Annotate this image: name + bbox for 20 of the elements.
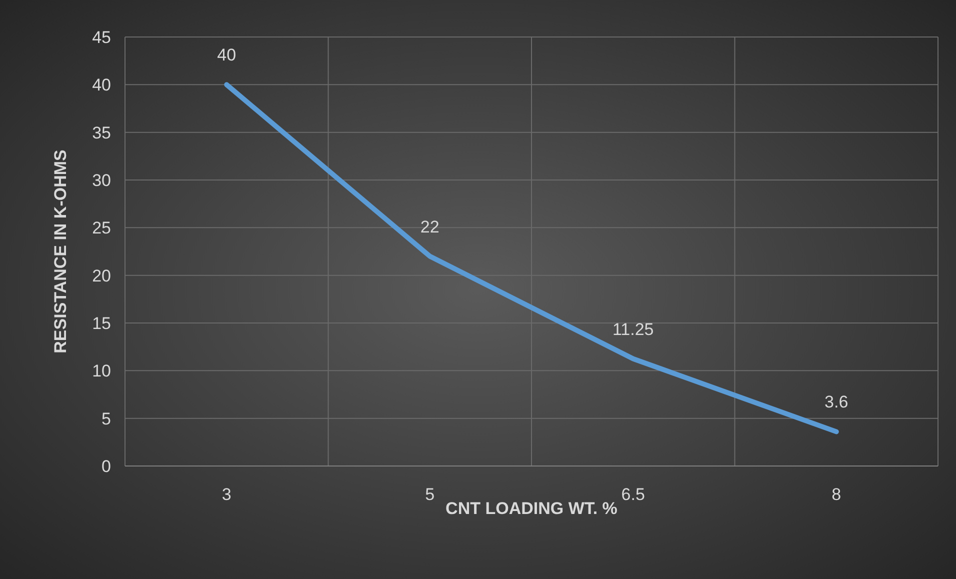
y-tick-label: 15 (92, 314, 111, 333)
x-axis-title: CNT LOADING WT. % (446, 499, 618, 518)
y-tick-label: 5 (102, 409, 111, 428)
x-tick-label: 8 (832, 485, 842, 504)
x-tick-label: 5 (425, 485, 435, 504)
y-tick-label: 45 (92, 28, 111, 47)
data-label: 3.6 (824, 392, 848, 412)
y-tick-label: 30 (92, 170, 111, 190)
data-label: 11.25 (612, 320, 654, 339)
y-tick-label: 0 (102, 456, 111, 476)
y-tick-label: 25 (92, 218, 111, 238)
x-tick-label: 6.5 (621, 485, 645, 504)
y-tick-label: 20 (92, 266, 111, 286)
y-tick-label: 10 (92, 362, 111, 381)
y-axis-title: RESISTANCE IN K-OHMS (51, 150, 70, 354)
data-label: 40 (217, 46, 236, 65)
y-tick-label: 40 (92, 76, 111, 95)
x-tick-label: 3 (222, 485, 232, 504)
y-tick-label: 35 (92, 123, 111, 142)
data-label: 22 (420, 217, 440, 236)
